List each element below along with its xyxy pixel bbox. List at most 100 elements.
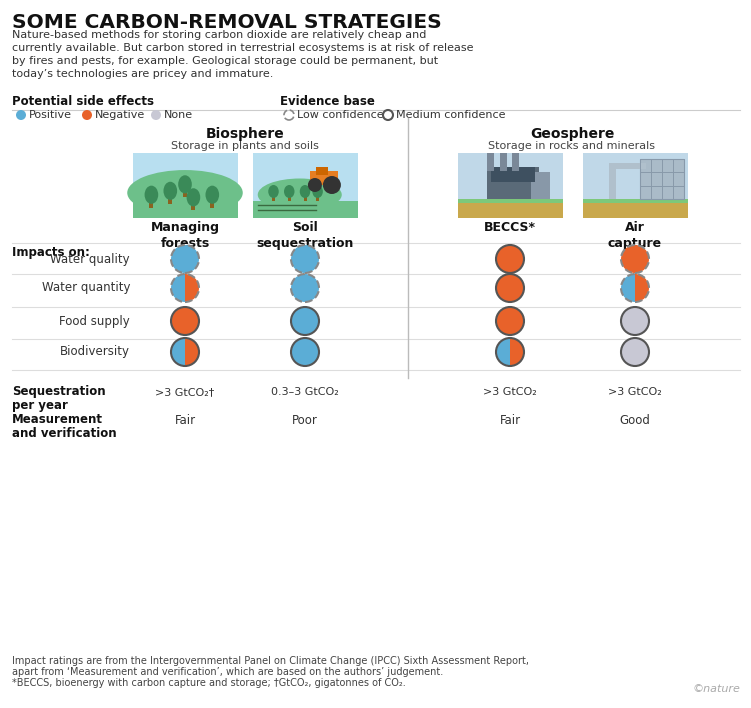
Circle shape xyxy=(291,307,319,335)
Text: and verification: and verification xyxy=(12,427,116,440)
Text: None: None xyxy=(164,110,193,120)
Circle shape xyxy=(151,110,161,120)
Ellipse shape xyxy=(268,185,279,198)
FancyBboxPatch shape xyxy=(210,201,214,207)
Ellipse shape xyxy=(145,185,158,204)
FancyBboxPatch shape xyxy=(499,152,507,171)
FancyBboxPatch shape xyxy=(487,167,539,199)
Text: Impact ratings are from the Intergovernmental Panel on Climate Change (IPCC) Six: Impact ratings are from the Intergovernm… xyxy=(12,656,529,666)
Wedge shape xyxy=(185,245,199,273)
Text: Biodiversity: Biodiversity xyxy=(60,346,130,358)
Text: by fires and pests, for example. Geological storage could be permanent, but: by fires and pests, for example. Geologi… xyxy=(12,56,438,66)
Text: >3 GtCO₂: >3 GtCO₂ xyxy=(483,387,537,397)
Circle shape xyxy=(171,307,199,335)
Text: apart from ‘Measurement and verification’, which are based on the authors’ judge: apart from ‘Measurement and verification… xyxy=(12,667,443,677)
Text: 0.3–3 GtCO₂: 0.3–3 GtCO₂ xyxy=(271,387,339,397)
Ellipse shape xyxy=(312,185,323,198)
FancyBboxPatch shape xyxy=(457,203,562,217)
Wedge shape xyxy=(171,245,185,273)
Wedge shape xyxy=(496,338,510,366)
Text: Good: Good xyxy=(620,413,650,426)
Ellipse shape xyxy=(127,170,243,215)
Text: Positive: Positive xyxy=(29,110,72,120)
Circle shape xyxy=(82,110,92,120)
FancyBboxPatch shape xyxy=(641,159,684,199)
Text: Sequestration: Sequestration xyxy=(12,385,106,398)
Circle shape xyxy=(496,307,524,335)
Text: Evidence base: Evidence base xyxy=(280,95,375,108)
FancyBboxPatch shape xyxy=(583,199,687,203)
Text: Potential side effects: Potential side effects xyxy=(12,95,154,108)
Wedge shape xyxy=(185,274,199,302)
FancyBboxPatch shape xyxy=(316,167,328,175)
Text: Biosphere: Biosphere xyxy=(206,127,285,141)
Wedge shape xyxy=(171,274,185,302)
Circle shape xyxy=(496,274,524,302)
FancyBboxPatch shape xyxy=(132,199,237,217)
Circle shape xyxy=(291,245,319,273)
FancyBboxPatch shape xyxy=(487,152,494,171)
FancyBboxPatch shape xyxy=(252,201,357,217)
Text: >3 GtCO₂†: >3 GtCO₂† xyxy=(155,387,215,397)
FancyBboxPatch shape xyxy=(609,163,646,169)
Ellipse shape xyxy=(178,176,192,193)
Text: Negative: Negative xyxy=(95,110,145,120)
FancyBboxPatch shape xyxy=(457,152,562,217)
Text: ©nature: ©nature xyxy=(692,684,740,694)
Wedge shape xyxy=(171,338,185,366)
FancyBboxPatch shape xyxy=(272,196,275,201)
FancyBboxPatch shape xyxy=(303,196,306,201)
FancyBboxPatch shape xyxy=(192,204,195,210)
Ellipse shape xyxy=(258,178,342,211)
Circle shape xyxy=(323,176,341,194)
Text: Storage in rocks and minerals: Storage in rocks and minerals xyxy=(488,141,656,151)
Circle shape xyxy=(291,338,319,366)
Text: Measurement: Measurement xyxy=(12,413,103,426)
Circle shape xyxy=(16,110,26,120)
Circle shape xyxy=(291,274,319,302)
FancyBboxPatch shape xyxy=(609,167,616,199)
FancyBboxPatch shape xyxy=(183,191,187,198)
Text: Nature-based methods for storing carbon dioxide are relatively cheap and: Nature-based methods for storing carbon … xyxy=(12,30,427,40)
FancyBboxPatch shape xyxy=(316,196,319,201)
FancyBboxPatch shape xyxy=(252,152,357,217)
FancyBboxPatch shape xyxy=(457,199,562,203)
Text: Low confidence: Low confidence xyxy=(297,110,384,120)
Wedge shape xyxy=(635,274,649,302)
Text: Water quantity: Water quantity xyxy=(41,282,130,295)
Ellipse shape xyxy=(164,182,177,200)
Text: BECCS*: BECCS* xyxy=(484,221,536,234)
Text: Managing
forests: Managing forests xyxy=(150,221,219,250)
Circle shape xyxy=(621,307,649,335)
Wedge shape xyxy=(621,274,635,302)
Text: Storage in plants and soils: Storage in plants and soils xyxy=(171,141,319,151)
Circle shape xyxy=(621,245,649,273)
FancyBboxPatch shape xyxy=(583,203,687,217)
Text: Medium confidence: Medium confidence xyxy=(396,110,505,120)
Text: SOME CARBON-REMOVAL STRATEGIES: SOME CARBON-REMOVAL STRATEGIES xyxy=(12,13,442,32)
FancyBboxPatch shape xyxy=(149,201,153,207)
Ellipse shape xyxy=(284,185,294,198)
Text: >3 GtCO₂: >3 GtCO₂ xyxy=(608,387,662,397)
Text: Geosphere: Geosphere xyxy=(529,127,614,141)
FancyBboxPatch shape xyxy=(512,152,520,171)
Circle shape xyxy=(621,338,649,366)
Text: Water quality: Water quality xyxy=(50,253,130,266)
Text: Air
capture: Air capture xyxy=(608,221,662,250)
FancyBboxPatch shape xyxy=(132,152,237,217)
Wedge shape xyxy=(510,338,524,366)
Text: currently available. But carbon stored in terrestrial ecosystems is at risk of r: currently available. But carbon stored i… xyxy=(12,43,473,53)
Text: today’s technologies are pricey and immature.: today’s technologies are pricey and imma… xyxy=(12,69,273,79)
Text: Impacts on:: Impacts on: xyxy=(12,246,90,259)
Text: per year: per year xyxy=(12,399,68,412)
Circle shape xyxy=(308,178,322,192)
Ellipse shape xyxy=(206,185,219,204)
FancyBboxPatch shape xyxy=(491,168,535,182)
Text: Soil
sequestration: Soil sequestration xyxy=(256,221,354,250)
Text: *BECCS, bioenergy with carbon capture and storage; †GtCO₂, gigatonnes of CO₂.: *BECCS, bioenergy with carbon capture an… xyxy=(12,678,406,688)
Text: Poor: Poor xyxy=(292,413,318,426)
Ellipse shape xyxy=(300,185,310,198)
Text: Fair: Fair xyxy=(499,413,520,426)
Wedge shape xyxy=(185,338,199,366)
Ellipse shape xyxy=(186,188,201,207)
